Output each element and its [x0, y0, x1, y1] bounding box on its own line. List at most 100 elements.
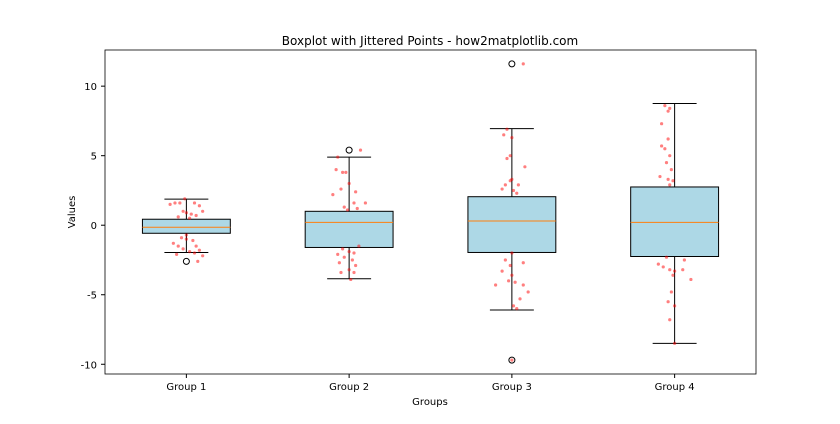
jitter-point [194, 244, 198, 248]
jitter-point [171, 241, 175, 245]
jitter-point [668, 154, 672, 158]
jitter-point [521, 261, 525, 265]
jitter-point [201, 209, 205, 213]
box [304, 210, 394, 248]
jitter-point [341, 170, 345, 174]
jitter-point [189, 212, 193, 216]
jitter-point [188, 250, 192, 254]
jitter-point [500, 269, 504, 273]
jitter-point [660, 122, 664, 126]
jitter-point [664, 255, 669, 259]
jitter-point [511, 304, 516, 308]
jitter-point [355, 206, 359, 211]
y-tick-label: 10 [84, 82, 97, 93]
jitter-point [666, 109, 670, 113]
jitter-point [503, 258, 507, 262]
plot-frame [104, 49, 757, 375]
jitter-point [354, 190, 358, 194]
jitter-point [358, 148, 363, 152]
y-tick-label: -10 [81, 360, 97, 371]
jitter-point [357, 244, 361, 248]
jitter-point [508, 263, 512, 268]
x-tick-label: Group 1 [166, 382, 206, 393]
y-tick-label: -5 [87, 291, 97, 302]
box [467, 196, 557, 253]
jitter-point [516, 183, 520, 187]
x-tick-label: Group 3 [492, 382, 532, 393]
jitter-point [347, 250, 351, 254]
jitter-point [521, 283, 525, 287]
jitter-point [192, 201, 197, 205]
flier [508, 356, 516, 364]
jitter-point [342, 255, 346, 259]
x-axis-label: Groups [412, 397, 448, 408]
jitter-point [656, 262, 660, 266]
jitter-point [518, 297, 522, 301]
flier [182, 257, 190, 265]
y-tick-label: 0 [91, 221, 97, 232]
jitter-point [681, 268, 685, 272]
jitter-point [689, 277, 693, 282]
jitter-point [173, 201, 177, 205]
jitter-point [515, 307, 519, 311]
jitter-point [664, 161, 669, 165]
jitter-point [184, 237, 188, 241]
jitter-point [349, 277, 353, 282]
jitter-point [500, 187, 504, 191]
jitter-point [508, 154, 512, 158]
jitter-point [668, 318, 672, 322]
jitter-point [507, 279, 511, 283]
jitter-point [503, 183, 507, 187]
jitter-point [191, 238, 195, 243]
jitter-point [194, 213, 198, 218]
jitter-point [666, 300, 670, 304]
jitter-point [363, 201, 367, 205]
jitter-point [175, 252, 179, 257]
jitter-point [505, 156, 509, 161]
jitter-point [345, 208, 350, 212]
jitter-point [334, 167, 338, 172]
jitter-point [682, 258, 686, 262]
jitter-point [181, 209, 185, 213]
jitter-point [526, 290, 530, 294]
jitter-point [510, 136, 514, 140]
jitter-point [669, 167, 673, 172]
x-tick-label: Group 2 [329, 382, 369, 393]
jitter-point [523, 165, 527, 169]
jitter-point [521, 62, 525, 66]
jitter-point [510, 273, 514, 277]
jitter-point [184, 233, 188, 237]
jitter-point [337, 261, 341, 265]
jitter-point [658, 174, 662, 179]
x-tick-label: Group 4 [655, 382, 695, 393]
jitter-point [511, 188, 516, 193]
jitter-point [192, 251, 197, 255]
chart-title: Boxplot with Jittered Points - how2matpl… [282, 34, 578, 48]
jitter-point [168, 202, 172, 206]
jitter-point [342, 205, 346, 209]
jitter-point [352, 201, 356, 205]
jitter-point [347, 181, 351, 186]
jitter-point [331, 193, 335, 197]
jitter-point [663, 104, 667, 108]
jitter-point [673, 341, 677, 346]
jitter-point [352, 251, 356, 255]
jitter-point [661, 265, 665, 269]
jitter-point [184, 211, 188, 215]
box [141, 218, 231, 234]
box [630, 186, 720, 257]
jitter-point [669, 290, 673, 294]
jitter-point [494, 283, 498, 287]
jitter-point [510, 358, 514, 362]
jitter-point [515, 191, 519, 195]
jitter-point [197, 248, 201, 252]
y-tick-label: 5 [91, 152, 97, 163]
jitter-point [666, 177, 670, 181]
jitter-point [668, 268, 672, 272]
jitter-point [201, 254, 205, 258]
jitter-point [673, 269, 677, 273]
jitter-point [508, 179, 512, 183]
jitter-point [344, 170, 348, 174]
jitter-point [341, 247, 345, 251]
y-axis-label: Values [67, 196, 78, 229]
